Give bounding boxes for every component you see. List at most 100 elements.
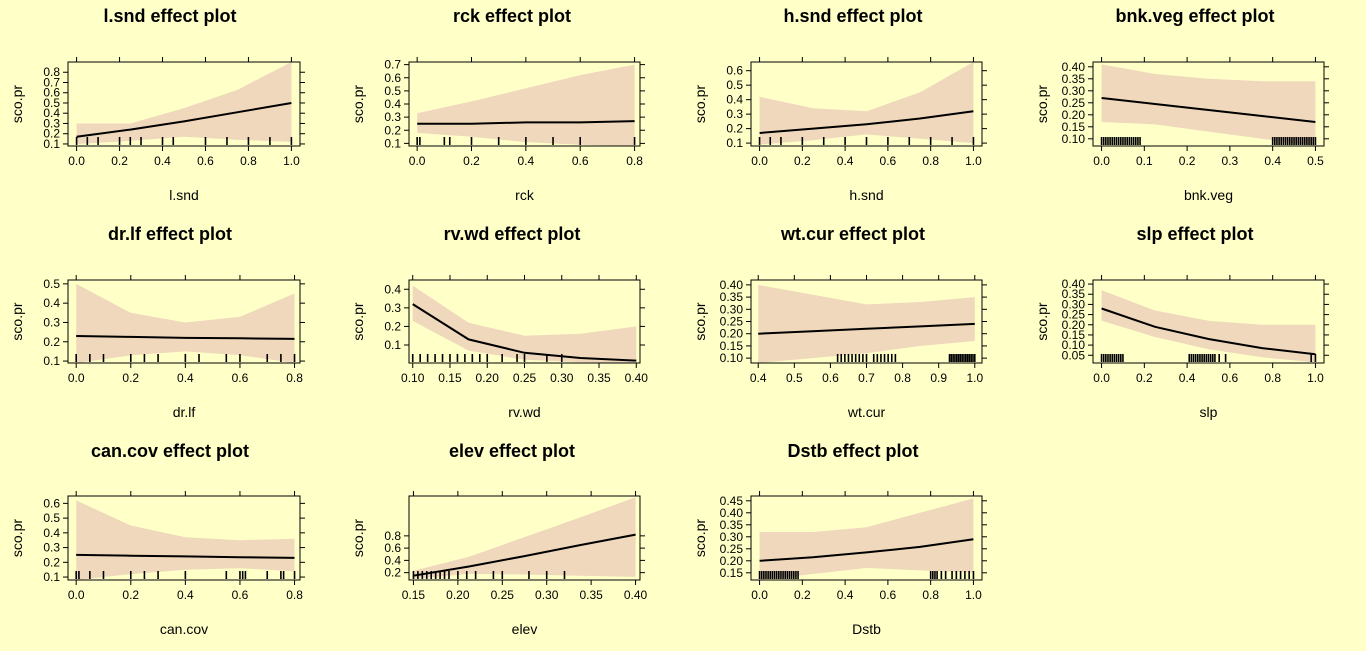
y-tick-label: 0.30 (720, 302, 744, 316)
y-tick-label: 0.2 (43, 555, 60, 569)
y-tick-label: 0.4 (43, 526, 60, 540)
x-tick-label: 0.8 (894, 371, 911, 385)
y-tick-label: 0.35 (720, 518, 744, 532)
confidence-band (758, 284, 975, 363)
x-tick-label: 0.4 (154, 154, 171, 168)
x-tick-label: 0.0 (68, 371, 85, 385)
x-tick-label: 0.2 (463, 154, 480, 168)
plot-title: elev effect plot (449, 441, 575, 461)
y-tick-label: 0.5 (43, 96, 60, 110)
rug (411, 354, 563, 362)
x-tick-label: 0.30 (535, 588, 559, 602)
plot-title: Dstb effect plot (787, 441, 918, 461)
confidence-band (759, 498, 974, 580)
x-tick-label: 0.40 (624, 588, 648, 602)
fitted-line (1101, 307, 1316, 356)
plot-title: wt.cur effect plot (780, 224, 925, 244)
x-tick-label: 1.0 (283, 154, 300, 168)
y-axis-label: sco.pr (9, 85, 25, 123)
y-tick-label: 0.1 (384, 136, 401, 150)
rug (75, 354, 296, 362)
x-tick-label: 0.7 (858, 371, 875, 385)
y-tick-label: 0.20 (720, 327, 744, 341)
y-tick-label: 0.05 (1062, 348, 1086, 362)
plot-frame (67, 61, 301, 147)
x-axis-label: elev (512, 621, 538, 637)
fitted-line (76, 102, 292, 138)
plot-title: l.snd effect plot (103, 6, 236, 26)
x-tick-label: 0.9 (930, 371, 947, 385)
x-tick-label: 0.6 (572, 154, 589, 168)
plot-frame (408, 495, 641, 581)
rug (1100, 354, 1317, 362)
plot-frame (1092, 279, 1325, 364)
x-tick-label: 0.8 (922, 154, 939, 168)
x-tick-label: 1.0 (1307, 371, 1324, 385)
x-axis-label: slp (1200, 404, 1218, 420)
x-tick-label: 0.2 (1179, 154, 1196, 168)
x-axis-label: rck (515, 187, 535, 203)
x-axis-label: l.snd (169, 187, 199, 203)
x-tick-label: 0.1 (1136, 154, 1153, 168)
fitted-line (759, 110, 974, 134)
panel-rv-wd: rv.wd effect plot 0.10 0.15 0.20 0.25 0.30 0.3… (350, 224, 648, 420)
x-tick-label: 0.2 (1136, 371, 1153, 385)
x-tick-label: 0.4 (837, 154, 854, 168)
x-tick-label: 0.0 (751, 588, 768, 602)
x-tick-label: 0.20 (476, 371, 500, 385)
x-tick-label: 0.35 (579, 588, 603, 602)
y-tick-label: 0.40 (1062, 277, 1086, 291)
confidence-band (759, 62, 974, 145)
y-tick-label: 0.4 (726, 93, 743, 107)
x-tick-label: 0.0 (68, 588, 85, 602)
plot-frame (750, 495, 983, 581)
x-tick-label: 0.3 (1222, 154, 1239, 168)
y-tick-label: 0.15 (1062, 120, 1086, 134)
y-tick-label: 0.8 (384, 529, 401, 543)
x-tick-label: 0.2 (111, 154, 128, 168)
y-tick-label: 0.35 (1062, 287, 1086, 301)
plot-title: rv.wd effect plot (444, 224, 581, 244)
y-tick-label: 0.6 (43, 86, 60, 100)
y-tick-label: 0.2 (384, 319, 401, 333)
x-axis-label: can.cov (160, 621, 208, 637)
y-axis-label: sco.pr (350, 302, 366, 340)
x-axis-label: dr.lf (173, 404, 196, 420)
y-tick-label: 0.2 (43, 335, 60, 349)
y-tick-label: 0.10 (1062, 338, 1086, 352)
y-tick-label: 0.35 (720, 290, 744, 304)
confidence-band (417, 64, 635, 146)
x-tick-label: 0.6 (880, 588, 897, 602)
panel-bnk-veg: bnk.veg effect plot 0.0 0.1 0.2 0.3 0.4 0.5 0.1… (1034, 6, 1329, 203)
x-tick-label: 0.8 (1264, 371, 1281, 385)
y-tick-label: 0.3 (384, 301, 401, 315)
plot-title: can.cov effect plot (91, 441, 249, 461)
y-tick-label: 0.35 (1062, 72, 1086, 86)
y-axis-label: sco.pr (350, 519, 366, 557)
fitted-line (758, 322, 975, 335)
x-tick-label: 0.4 (750, 371, 767, 385)
y-axis-label: sco.pr (692, 519, 708, 557)
y-axis-label: sco.pr (9, 519, 25, 557)
fitted-line (76, 553, 295, 559)
confidence-band (413, 497, 636, 579)
y-tick-label: 0.4 (384, 282, 401, 296)
plot-title: h.snd effect plot (784, 6, 923, 26)
y-axis-label: sco.pr (1034, 302, 1050, 340)
x-tick-label: 0.0 (409, 154, 426, 168)
y-tick-label: 0.2 (43, 127, 60, 141)
plot-title: slp effect plot (1136, 224, 1253, 244)
x-tick-label: 0.8 (922, 588, 939, 602)
y-tick-label: 0.1 (43, 137, 60, 151)
y-tick-label: 0.5 (384, 84, 401, 98)
x-axis-label: Dstb (852, 621, 881, 637)
x-tick-label: 0.0 (1093, 154, 1110, 168)
x-tick-label: 0.8 (286, 371, 303, 385)
y-axis-label: sco.pr (350, 85, 366, 123)
plot-title: dr.lf effect plot (108, 224, 232, 244)
x-tick-label: 0.0 (751, 154, 768, 168)
